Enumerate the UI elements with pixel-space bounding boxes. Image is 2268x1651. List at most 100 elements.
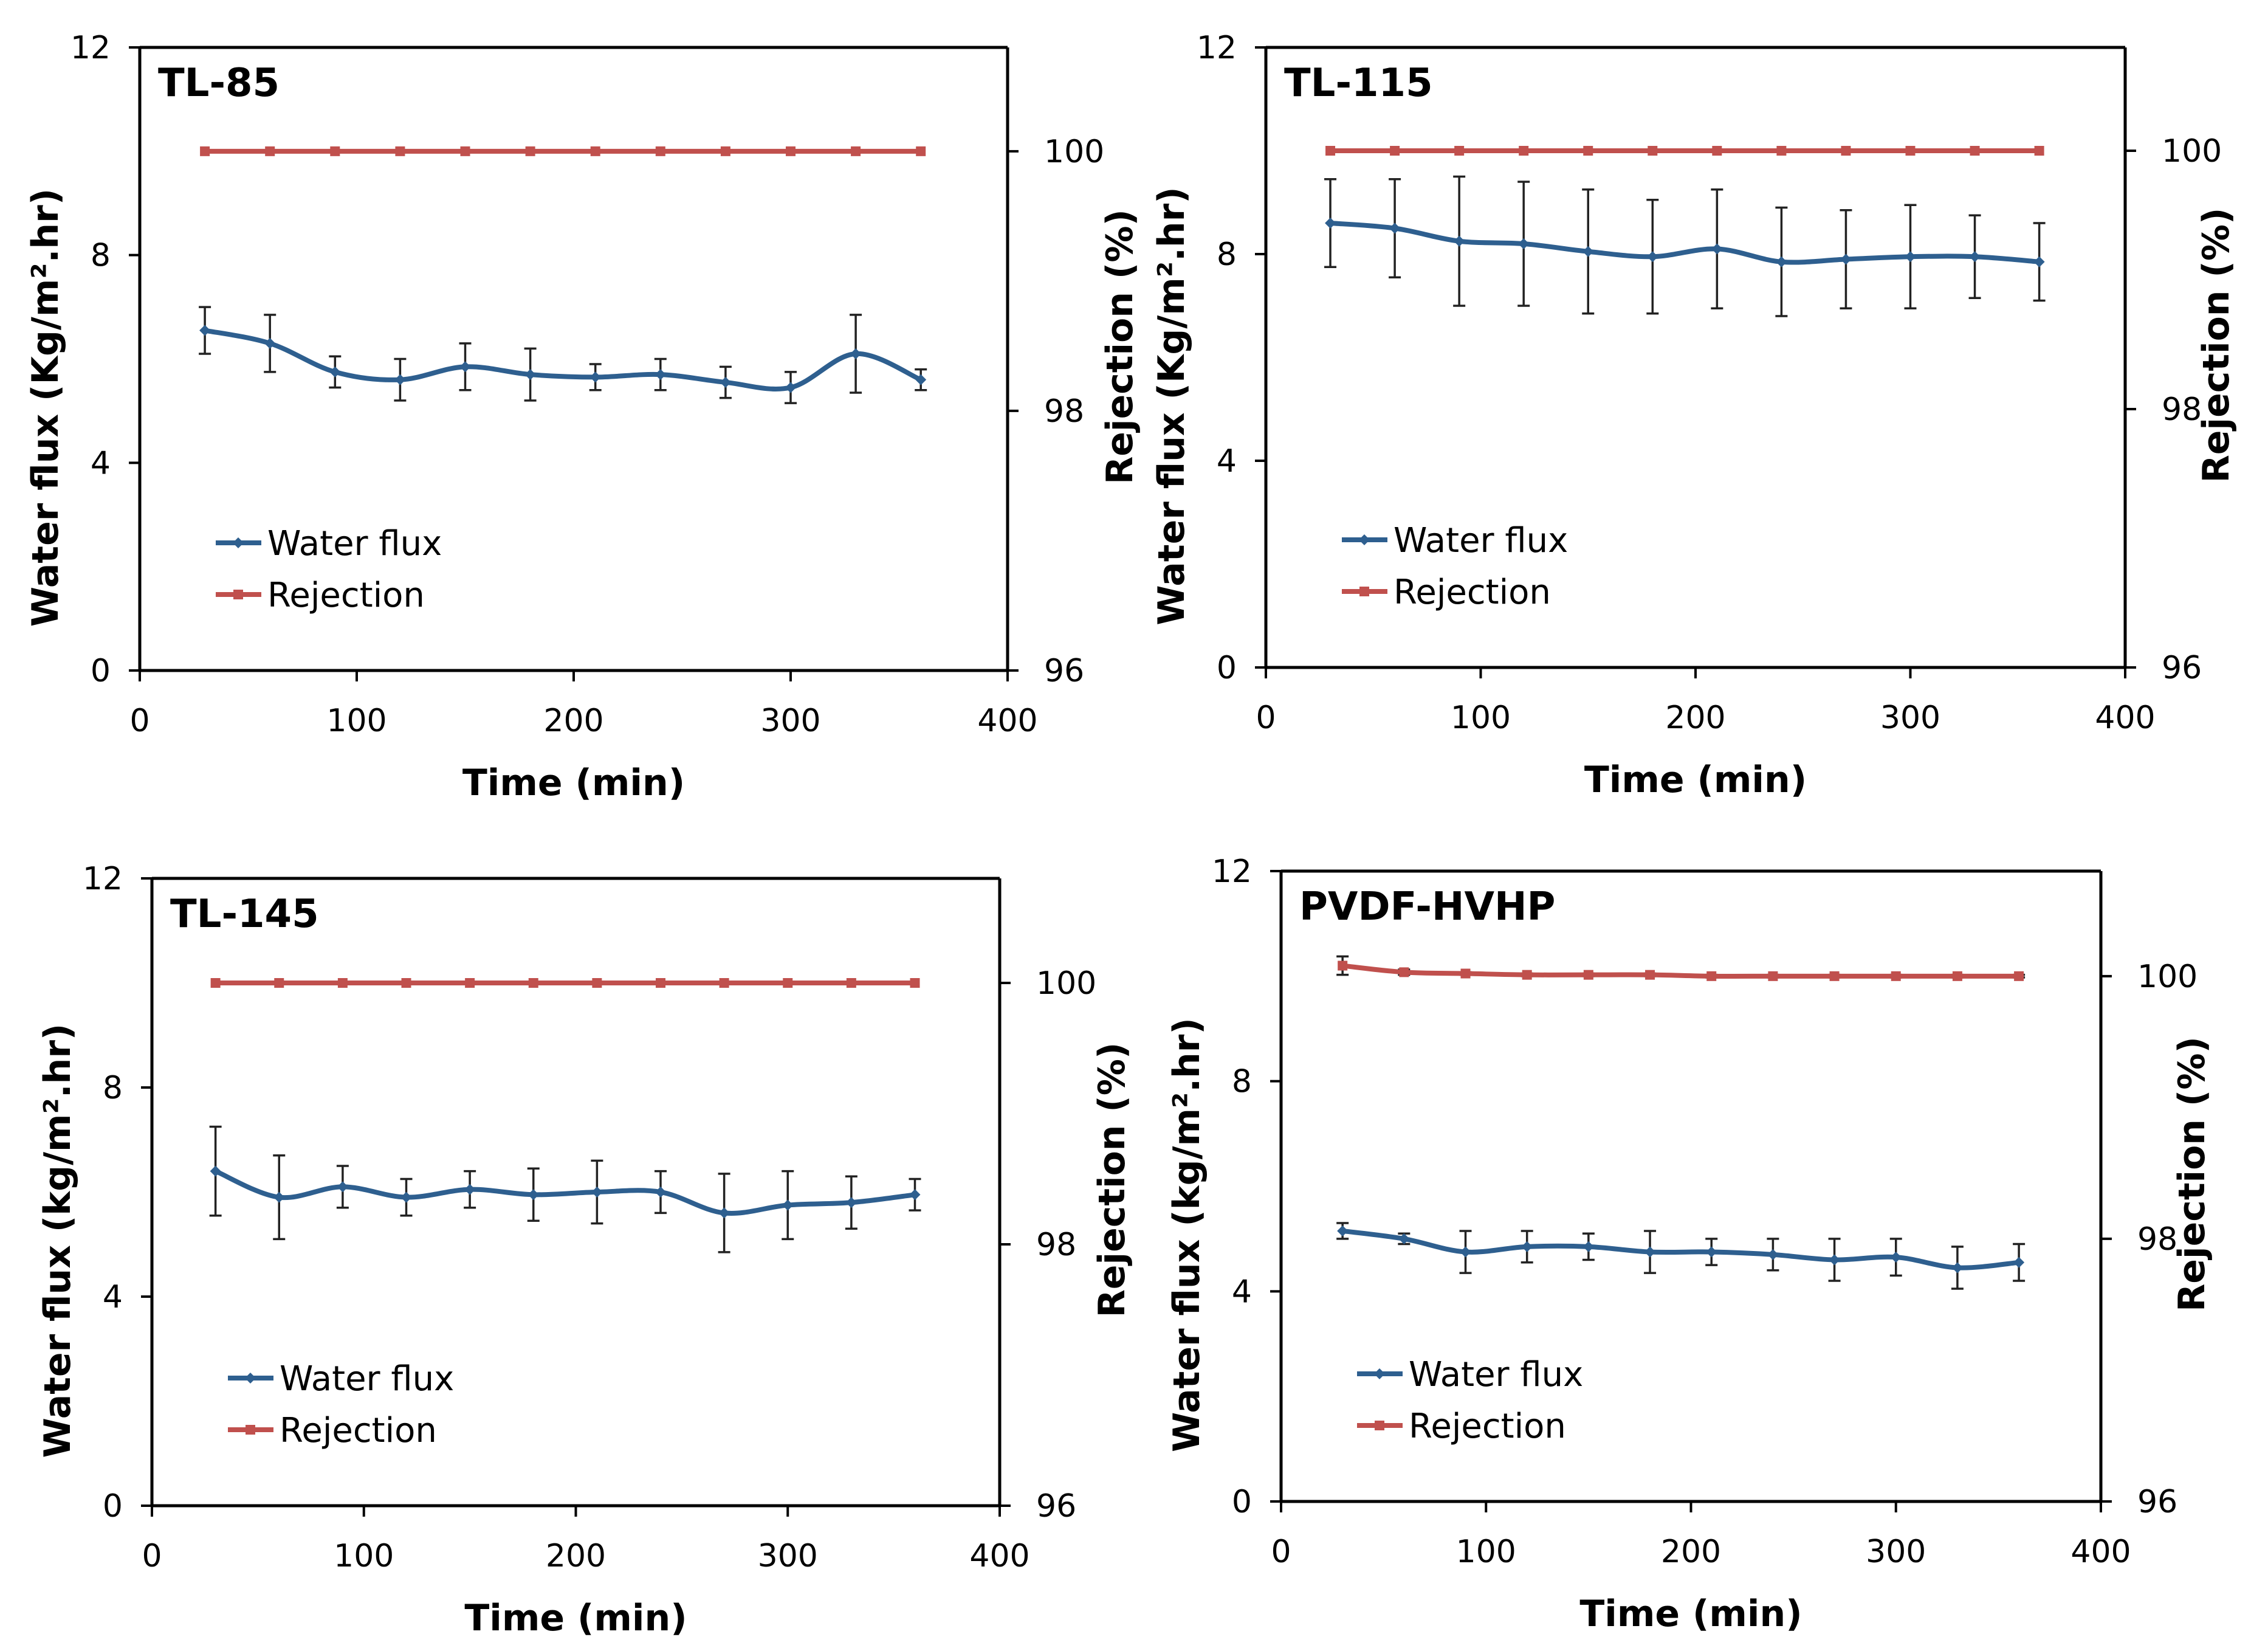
x-tick-label: 400 bbox=[977, 703, 1037, 739]
series-water-flux bbox=[199, 306, 927, 404]
data-point bbox=[655, 146, 665, 156]
y-tick-label: 4 bbox=[103, 1279, 123, 1315]
y-tick-label: 8 bbox=[1232, 1064, 1252, 1100]
data-point bbox=[524, 369, 536, 381]
data-point bbox=[1647, 251, 1658, 263]
data-point bbox=[274, 978, 284, 988]
x-tick-label: 400 bbox=[2095, 700, 2155, 736]
y2-tick-label: 100 bbox=[2137, 959, 2198, 995]
data-point bbox=[720, 146, 730, 156]
data-point bbox=[656, 978, 665, 988]
data-point bbox=[1969, 251, 1981, 263]
legend: Water flux Rejection bbox=[216, 524, 442, 615]
y-axis-title: Water flux (kg/m².hr) bbox=[1166, 1018, 1208, 1452]
data-point bbox=[525, 146, 535, 156]
data-point bbox=[909, 1189, 921, 1201]
series-water-flux bbox=[209, 1125, 921, 1253]
y2-tick-label: 96 bbox=[1036, 1488, 1076, 1525]
y2-tick-label: 100 bbox=[1044, 134, 1104, 170]
panel-title: TL-115 bbox=[1284, 61, 1433, 106]
data-point bbox=[465, 978, 475, 988]
data-point bbox=[845, 1197, 857, 1208]
data-point bbox=[401, 978, 411, 988]
data-point bbox=[1891, 971, 1901, 981]
y-tick-label: 12 bbox=[83, 861, 123, 897]
panel-title: TL-145 bbox=[170, 892, 319, 937]
legend-label: Rejection bbox=[1393, 573, 1551, 612]
data-point bbox=[1970, 146, 1980, 156]
y-tick-label: 0 bbox=[91, 653, 111, 689]
data-point bbox=[273, 1191, 285, 1203]
y2-axis-title: Rejection (%) bbox=[1091, 1043, 1133, 1318]
panel-title: TL-85 bbox=[158, 61, 280, 106]
data-point bbox=[1768, 971, 1778, 981]
data-point bbox=[210, 978, 221, 988]
x-tick-label: 200 bbox=[1661, 1534, 1721, 1570]
y2-axis-title: Rejection (%) bbox=[1099, 209, 1141, 484]
legend-label: Water flux bbox=[1409, 1355, 1583, 1394]
data-point bbox=[1840, 253, 1852, 265]
data-point bbox=[394, 374, 406, 385]
data-point bbox=[590, 146, 600, 156]
data-point bbox=[1582, 246, 1594, 257]
data-point bbox=[264, 337, 276, 349]
data-point bbox=[1522, 970, 1532, 980]
x-tick-label: 0 bbox=[1271, 1534, 1291, 1570]
y-tick-label: 0 bbox=[103, 1488, 123, 1525]
data-point bbox=[200, 146, 210, 156]
series-line bbox=[215, 1168, 915, 1216]
x-axis-title: Time (min) bbox=[462, 762, 685, 804]
legend-marker bbox=[233, 590, 243, 599]
data-point bbox=[1905, 146, 1916, 156]
data-point bbox=[1519, 146, 1529, 156]
data-point bbox=[910, 978, 920, 988]
y2-tick-label: 96 bbox=[1044, 653, 1084, 689]
data-point bbox=[1706, 971, 1717, 981]
x-tick-label: 200 bbox=[546, 1538, 606, 1574]
data-point bbox=[395, 146, 405, 156]
series-rejection bbox=[1336, 955, 2026, 981]
data-point bbox=[337, 978, 348, 988]
y-tick-label: 4 bbox=[1232, 1274, 1252, 1310]
data-point bbox=[1398, 1233, 1410, 1244]
series-line bbox=[1342, 963, 2019, 979]
y2-tick-label: 100 bbox=[2162, 133, 2222, 170]
data-point bbox=[1706, 1246, 1717, 1258]
y-tick-label: 0 bbox=[1217, 650, 1237, 686]
x-tick-label: 100 bbox=[1456, 1534, 1516, 1570]
legend: Water flux Rejection bbox=[1342, 521, 1568, 612]
legend-label: Water flux bbox=[280, 1359, 454, 1399]
data-point bbox=[2034, 146, 2044, 156]
data-point bbox=[1460, 1246, 1471, 1258]
y-tick-label: 12 bbox=[1197, 30, 1237, 66]
x-tick-label: 0 bbox=[142, 1538, 162, 1574]
data-point bbox=[1712, 146, 1722, 156]
chart-panel-2: 0 100 200 300 400 0 4 8 12 96 98 100 Time (min) Water… bbox=[1150, 30, 2238, 801]
x-axis-title: Time (min) bbox=[464, 1597, 687, 1639]
data-point bbox=[782, 1199, 794, 1211]
data-point bbox=[1338, 960, 1348, 971]
legend-marker bbox=[1359, 587, 1369, 596]
data-point bbox=[1776, 146, 1787, 156]
data-point bbox=[719, 978, 729, 988]
chart-panel-1: 0 100 200 300 400 0 4 8 12 96 98 100 Time (min) Water… bbox=[24, 30, 1141, 804]
x-tick-label: 300 bbox=[758, 1538, 818, 1574]
legend: Water flux Rejection bbox=[228, 1359, 454, 1450]
data-point bbox=[337, 1181, 348, 1193]
legend: Water flux Rejection bbox=[1357, 1355, 1583, 1446]
x-tick-label: 100 bbox=[326, 703, 387, 739]
data-point bbox=[785, 382, 796, 393]
y-tick-label: 8 bbox=[91, 238, 111, 274]
series-water-flux bbox=[1324, 175, 2046, 317]
data-point bbox=[786, 146, 796, 156]
x-tick-label: 200 bbox=[543, 703, 603, 739]
data-point bbox=[1905, 251, 1916, 263]
chart-panel-4: 0 100 200 300 400 0 4 8 12 96 98 100 Time (min) Water… bbox=[1166, 853, 2213, 1635]
data-point bbox=[400, 1191, 412, 1203]
data-point bbox=[1952, 971, 1962, 981]
series-rejection bbox=[200, 146, 926, 156]
x-tick-label: 300 bbox=[1880, 700, 1940, 736]
y2-axis-title: Rejection (%) bbox=[2171, 1036, 2213, 1312]
data-point bbox=[1644, 1246, 1656, 1258]
y2-tick-label: 96 bbox=[2162, 650, 2202, 686]
